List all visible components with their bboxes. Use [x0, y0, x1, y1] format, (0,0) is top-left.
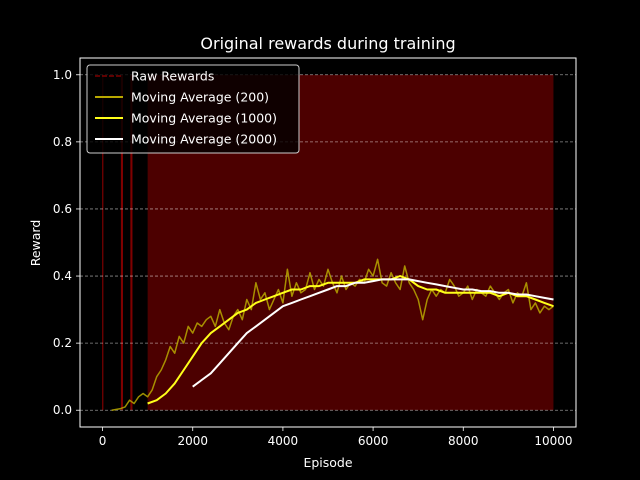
series-line-1 [147, 275, 554, 405]
y-axis-ticks: 0.0 0.2 0.4 0.6 0.8 1.0 [53, 68, 80, 417]
x-tick-label-3: 6000 [358, 434, 389, 448]
x-axis-ticks: 0 2000 4000 6000 8000 10000 [99, 427, 573, 448]
x-tick-label-0: 0 [99, 434, 107, 448]
y-axis-label: Reward [28, 220, 43, 267]
x-tick-label-1: 2000 [177, 434, 208, 448]
axes-frame [79, 57, 577, 428]
x-tick-label-4: 8000 [448, 434, 479, 448]
x-axis-label: Episode [303, 455, 352, 470]
x-tick-label-2: 4000 [268, 434, 299, 448]
series-layer [111, 258, 554, 411]
legend: Raw Rewards Moving Average (200) Moving Av… [86, 64, 300, 154]
y-tick-label-2: 0.4 [53, 269, 72, 283]
y-tick-label-0: 0.0 [53, 403, 72, 417]
series-line-2 [192, 278, 554, 388]
plot-area [79, 57, 577, 428]
y-tick-label-1: 0.2 [53, 336, 72, 350]
chart-title: Original rewards during training [200, 34, 455, 53]
y-tick-label-5: 1.0 [53, 68, 72, 82]
y-tick-label-3: 0.6 [53, 202, 72, 216]
legend-label-1: Moving Average (200) [131, 90, 269, 105]
legend-label-2: Moving Average (1000) [131, 111, 277, 126]
legend-box [86, 64, 300, 154]
legend-label-3: Moving Average (2000) [131, 132, 277, 147]
x-tick-label-5: 10000 [534, 434, 572, 448]
legend-label-0: Raw Rewards [131, 69, 214, 84]
y-tick-label-4: 0.8 [53, 135, 72, 149]
